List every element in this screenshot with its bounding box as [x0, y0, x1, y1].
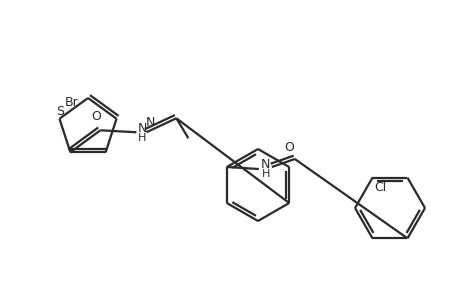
Text: N: N [137, 122, 147, 135]
Text: N: N [146, 116, 155, 129]
Text: Cl: Cl [374, 181, 386, 194]
Text: O: O [283, 140, 293, 154]
Text: S: S [56, 105, 64, 118]
Text: N: N [261, 158, 270, 170]
Text: H: H [138, 133, 146, 143]
Text: H: H [261, 169, 269, 179]
Text: Br: Br [65, 95, 78, 109]
Text: O: O [91, 110, 101, 123]
